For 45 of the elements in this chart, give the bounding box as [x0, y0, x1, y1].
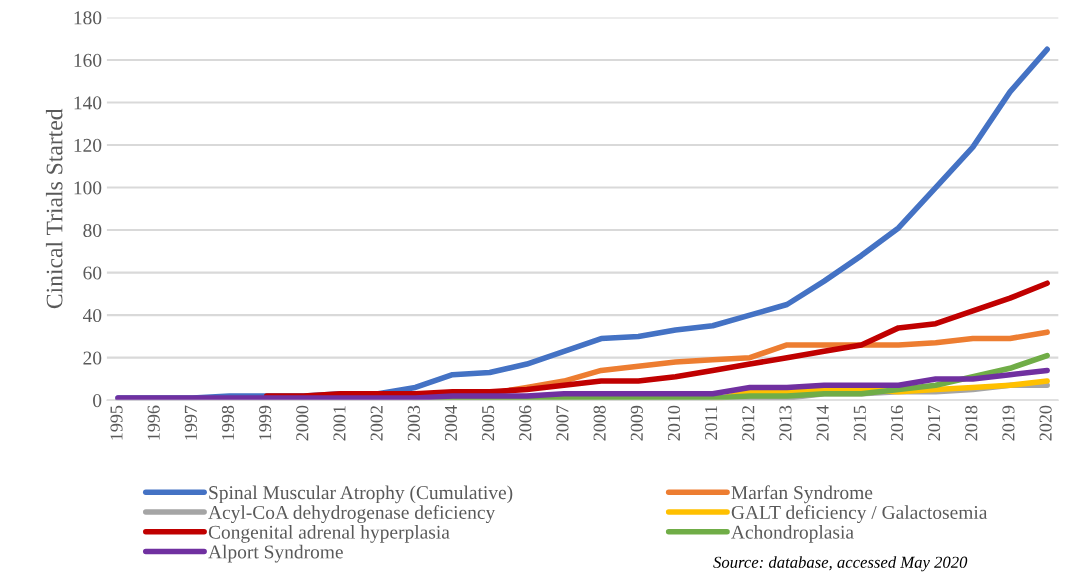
x-tick-label: 2002	[370, 406, 383, 441]
x-tick-label: 2013	[779, 405, 792, 441]
source-note: Source: database, accessed May 2020	[713, 556, 968, 572]
y-tick-label: 40	[82, 308, 102, 323]
x-tick-label: 1996	[147, 405, 160, 440]
x-tick-label: 2000	[296, 405, 309, 441]
y-tick-label: 160	[74, 53, 102, 67]
x-tick-label: 2012	[742, 406, 755, 441]
legend-label: Marfan Syndrome	[731, 485, 873, 504]
x-tick-label: 2017	[928, 405, 941, 441]
x-tick-label: 2008	[593, 405, 606, 441]
y-tick-label: 180	[74, 11, 102, 25]
x-tick-label: 1999	[259, 405, 272, 440]
legend-label: Acyl-CoA dehydrogenase deficiency	[208, 505, 496, 523]
x-tick-label: 2015	[853, 405, 866, 441]
x-tick-label: 2003	[407, 405, 420, 441]
y-tick-label: 0	[93, 394, 102, 408]
legend-label: Achondroplasia	[731, 525, 854, 543]
x-tick-label: 2004	[444, 405, 458, 441]
x-tick-label: 1998	[221, 405, 235, 440]
x-tick-label: 2016	[890, 405, 904, 441]
y-tick-label: 60	[83, 266, 102, 280]
y-tick-label: 20	[83, 351, 102, 365]
y-tick-label: 100	[74, 181, 102, 195]
x-tick-label: 2010	[667, 405, 681, 441]
x-tick-label: 2005	[482, 405, 495, 441]
legend-label: Congenital adrenal hyperplasia	[208, 525, 450, 543]
x-tick-label: 1995	[110, 405, 123, 440]
x-tick-label: 2020	[1039, 405, 1052, 441]
legend-label: GALT deficiency / Galactosemia	[731, 505, 988, 523]
y-axis-title: Cinical Trials Started	[45, 108, 63, 309]
legend-label: Alport Syndrome	[208, 544, 343, 563]
x-tick-label: 2001	[333, 406, 346, 441]
x-tick-label: 2014	[816, 405, 829, 441]
x-tick-label: 1997	[184, 405, 197, 440]
x-tick-label: 2007	[556, 405, 569, 441]
y-tick-label: 120	[74, 138, 102, 152]
x-tick-label: 2019	[1002, 405, 1015, 441]
x-tick-label: 2006	[519, 405, 532, 441]
x-tick-label: 2009	[630, 405, 643, 441]
y-tick-label: 80	[83, 223, 102, 237]
y-tick-label: 140	[74, 96, 102, 110]
x-tick-label: 2018	[965, 405, 978, 441]
x-tick-label: 2011	[705, 406, 718, 440]
legend-label: Spinal Muscular Atrophy (Cumulative)	[209, 485, 513, 504]
